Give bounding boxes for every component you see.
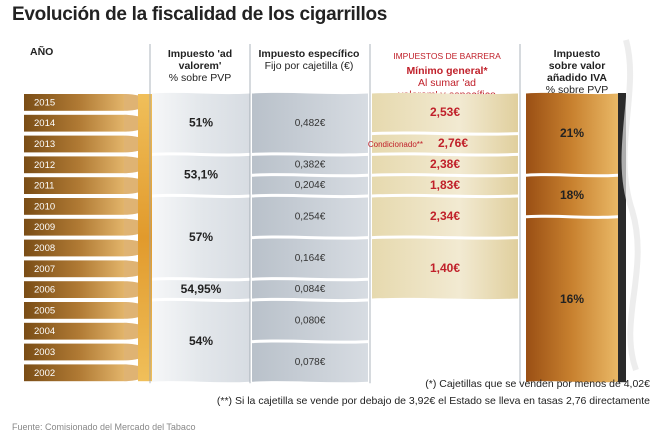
specific-band xyxy=(252,280,368,300)
specific-header-sub: Fijo por cajetilla (€) xyxy=(264,60,354,72)
advalorem-header: Impuesto 'ad valorem' % sobre PVP xyxy=(152,48,248,84)
year-header: AÑO xyxy=(30,46,90,58)
cigarette-body xyxy=(24,135,124,153)
specific-band xyxy=(252,238,368,279)
year-label: 2013 xyxy=(34,139,55,150)
barrier-band xyxy=(372,134,518,154)
year-label: 2004 xyxy=(34,326,55,337)
iva-value: 21% xyxy=(560,126,584,140)
barrier-header-small: IMPUESTOS DE BARRERA xyxy=(393,51,501,61)
cigarette-body xyxy=(24,177,124,194)
note-2: (**) Si la cajetilla se vende por debajo… xyxy=(216,395,650,407)
barrier-band xyxy=(372,176,518,196)
specific-value: 0,482€ xyxy=(295,118,326,129)
ad-valorem-value: 53,1% xyxy=(184,167,218,181)
barrier-value: 2,76€ xyxy=(438,136,468,150)
specific-band xyxy=(252,155,368,175)
barrier-value: 1,40€ xyxy=(430,261,460,275)
iva-header-title: Impuesto sobre valor añadido IVA xyxy=(547,48,607,84)
ash-tip xyxy=(618,93,626,383)
note-1: (*) Cajetillas que se venden por menos d… xyxy=(425,378,650,390)
barrier-band xyxy=(372,155,518,175)
specific-value: 0,078€ xyxy=(295,357,326,368)
ad-valorem-band xyxy=(152,92,250,154)
year-label: 2011 xyxy=(34,181,54,192)
year-label: 2006 xyxy=(34,285,55,296)
barrier-prefix: Condicionado** xyxy=(368,140,423,149)
specific-band xyxy=(252,196,368,237)
iva-header-sub: % sobre PVP xyxy=(545,84,609,96)
year-label: 2008 xyxy=(34,243,55,254)
barrier-value: 1,83€ xyxy=(430,178,460,192)
specific-value: 0,254€ xyxy=(295,211,326,222)
iva-header: Impuesto sobre valor añadido IVA % sobre… xyxy=(530,48,624,96)
filter-column xyxy=(138,94,152,382)
cigarette-body xyxy=(24,281,124,298)
barrier-band xyxy=(372,238,518,300)
ad-valorem-band xyxy=(152,155,250,196)
barrier-value: 2,53€ xyxy=(430,105,460,119)
barrier-value: 2,38€ xyxy=(430,157,460,171)
barrier-band xyxy=(372,92,518,133)
ad-valorem-value: 54% xyxy=(189,334,213,348)
barrier-band xyxy=(372,196,518,237)
year-label: 2015 xyxy=(34,97,55,108)
ad-valorem-value: 51% xyxy=(189,115,213,129)
cigarette-body xyxy=(24,364,124,382)
cigarette-body xyxy=(24,322,124,340)
ad-valorem-value: 54,95% xyxy=(181,282,222,296)
cigarette-body xyxy=(24,260,124,278)
advalorem-header-title: Impuesto 'ad valorem' xyxy=(167,48,233,72)
cigarette-body xyxy=(24,94,124,111)
ad-valorem-value: 57% xyxy=(189,230,213,244)
iva-band xyxy=(526,92,618,175)
barrier-value: 2,34€ xyxy=(430,209,460,223)
specific-header-title: Impuesto específico xyxy=(258,48,360,60)
cigarette-body xyxy=(24,218,124,236)
year-label: 2009 xyxy=(34,222,55,233)
specific-value: 0,080€ xyxy=(295,315,326,326)
specific-value: 0,164€ xyxy=(295,253,326,264)
barrier-header-title: Mínimo general* xyxy=(406,65,488,77)
ad-valorem-band xyxy=(152,196,250,279)
year-label: 2003 xyxy=(34,347,55,358)
cigarette-body xyxy=(24,302,124,319)
cigarette-body xyxy=(24,198,124,215)
cigarette-body xyxy=(24,114,124,132)
page-title: Evolución de la fiscalidad de los cigarr… xyxy=(12,4,388,25)
specific-band xyxy=(252,342,368,383)
advalorem-header-sub: % sobre PVP xyxy=(168,72,232,84)
specific-value: 0,382€ xyxy=(295,159,326,170)
iva-band xyxy=(526,217,618,383)
specific-value: 0,084€ xyxy=(295,284,326,295)
specific-band xyxy=(252,176,368,196)
ad-valorem-band xyxy=(152,280,250,300)
cigarette-body xyxy=(24,343,124,361)
source: Fuente: Comisionado del Mercado del Taba… xyxy=(12,422,196,432)
specific-band xyxy=(252,300,368,341)
specific-header: Impuesto específico Fijo por cajetilla (… xyxy=(254,48,364,72)
smoke-wisp xyxy=(621,39,641,372)
year-label: 2014 xyxy=(34,118,55,129)
cigarette-body xyxy=(24,239,124,257)
specific-value: 0,204€ xyxy=(295,180,326,191)
iva-value: 18% xyxy=(560,188,584,202)
year-header-label: AÑO xyxy=(30,46,54,58)
specific-band xyxy=(252,92,368,154)
year-label: 2007 xyxy=(34,264,55,275)
year-label: 2010 xyxy=(34,201,55,212)
year-label: 2005 xyxy=(34,305,55,316)
ad-valorem-band xyxy=(152,300,250,383)
year-label: 2012 xyxy=(34,160,55,171)
year-label: 2002 xyxy=(34,368,55,379)
iva-band xyxy=(526,176,618,216)
iva-value: 16% xyxy=(560,292,584,306)
cigarette-body xyxy=(24,156,124,174)
